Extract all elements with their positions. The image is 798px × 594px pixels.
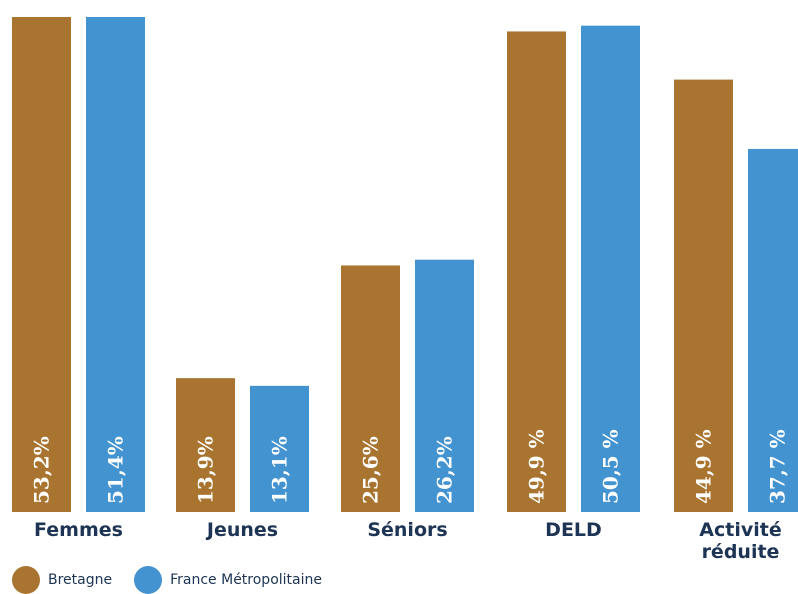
- category-label: Femmes: [0, 519, 159, 541]
- bar-value-label: 49,9 %: [525, 429, 549, 504]
- category-label-line: Activité: [661, 519, 798, 541]
- bar-chart: 53,2% 51,4% 13,9% 13,1% 25,6% 26,2% 49,9 % 50,5…: [0, 0, 798, 520]
- category-label: Séniors: [328, 519, 488, 541]
- bar-value-label: 50,5 %: [599, 429, 623, 504]
- category-label-line: réduite: [661, 541, 798, 563]
- legend-swatch-france: [134, 566, 162, 594]
- category-label-line: Femmes: [0, 519, 159, 541]
- category-label-line: Jeunes: [163, 519, 323, 541]
- bar-value-label: 13,9%: [194, 436, 218, 504]
- category-label: Jeunes: [163, 519, 323, 541]
- bar-value-label: 53,2%: [30, 436, 54, 504]
- category-label-line: Séniors: [328, 519, 488, 541]
- legend-item-bretagne: Bretagne: [12, 566, 112, 594]
- legend-label-bretagne: Bretagne: [48, 572, 112, 588]
- legend-item-france: France Métropolitaine: [134, 566, 322, 594]
- category-label: DELD: [494, 519, 654, 541]
- bar-value-label: 26,2%: [433, 436, 457, 504]
- legend-swatch-bretagne: [12, 566, 40, 594]
- bar-value-label: 51,4%: [104, 436, 128, 504]
- legend-label-france: France Métropolitaine: [170, 572, 322, 588]
- legend: Bretagne France Métropolitaine: [12, 567, 344, 592]
- bar-value-label: 25,6%: [359, 436, 383, 504]
- bar-value-label: 13,1%: [268, 436, 292, 504]
- bar-value-label: 44,9 %: [692, 429, 716, 504]
- category-label-line: DELD: [494, 519, 654, 541]
- bar-value-label: 37,7 %: [766, 429, 790, 504]
